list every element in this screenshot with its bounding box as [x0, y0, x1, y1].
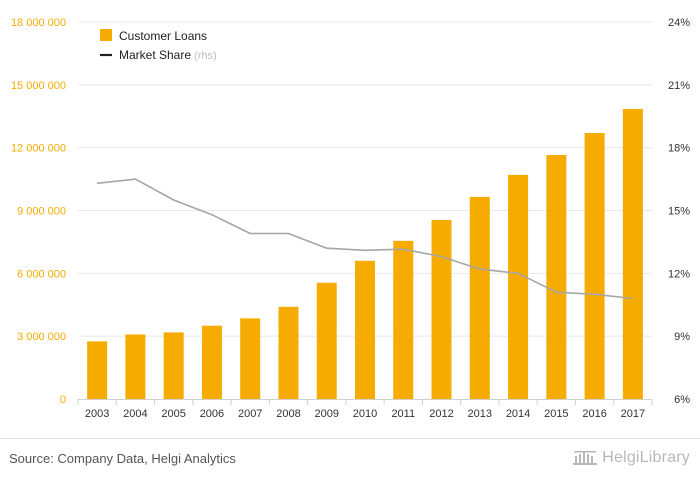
x-tick-label: 2007 [238, 408, 262, 420]
x-tick-label: 2016 [582, 408, 606, 420]
bar-2008[interactable] [278, 306, 299, 399]
x-tick-label: 2008 [276, 408, 300, 420]
bar-2011[interactable] [393, 240, 414, 399]
library-icon [573, 451, 598, 465]
bar-2004[interactable] [125, 334, 146, 399]
left-tick-label: 6 000 000 [17, 268, 66, 280]
right-tick-label: 12% [668, 268, 690, 280]
left-tick-label: 18 000 000 [11, 17, 66, 29]
left-tick-label: 0 [60, 394, 66, 406]
bar-2017[interactable] [622, 108, 643, 400]
line-series [97, 178, 633, 300]
legend-swatch-customer-loans [100, 29, 112, 41]
left-tick-label: 15 000 000 [11, 80, 66, 92]
x-tick-label: 2005 [161, 408, 185, 420]
x-tick-label: 2013 [468, 408, 492, 420]
legend-label-market-share[interactable]: Market Share (rhs) [119, 48, 217, 62]
bar-2010[interactable] [355, 260, 375, 399]
source-note: Source: Company Data, Helgi Analytics [9, 451, 236, 466]
bar-2015[interactable] [546, 154, 567, 399]
x-tick-label: 2017 [621, 408, 645, 420]
legend[interactable]: Customer Loans Market Share (rhs) [100, 29, 217, 62]
bar-2013[interactable] [469, 196, 490, 399]
x-tick-label: 2009 [314, 408, 338, 420]
x-tick-label: 2015 [544, 408, 568, 420]
brand-name: HelgiLibrary [602, 449, 690, 466]
right-axis: 6% 9% 12% 15% 18% 21% 24% [668, 17, 690, 406]
bar-2009[interactable] [316, 282, 337, 399]
right-tick-label: 21% [668, 80, 690, 92]
brand-logo: HelgiLibrary [572, 449, 690, 467]
left-tick-label: 12 000 000 [11, 143, 66, 155]
bar-2005[interactable] [163, 332, 184, 399]
right-tick-label: 9% [674, 331, 690, 343]
left-axis: 0 3 000 000 6 000 000 9 000 000 12 000 000 15… [11, 17, 66, 406]
x-tick-label: 2006 [200, 408, 224, 420]
right-tick-label: 24% [668, 17, 690, 29]
market-share-line[interactable] [97, 178, 633, 300]
bar-series [87, 108, 643, 400]
right-tick-label: 6% [674, 394, 690, 406]
right-tick-label: 15% [668, 206, 690, 218]
x-tick-label: 2012 [429, 408, 453, 420]
left-tick-label: 3 000 000 [17, 331, 66, 343]
bar-2014[interactable] [508, 174, 529, 399]
x-tick-label: 2003 [85, 408, 109, 420]
chart: 0 3 000 000 6 000 000 9 000 000 12 000 000 15… [11, 17, 690, 420]
right-tick-label: 18% [668, 143, 690, 155]
bar-2003[interactable] [87, 341, 108, 399]
x-tick-label: 2014 [506, 408, 530, 420]
bar-2012[interactable] [431, 219, 452, 399]
bar-2016[interactable] [584, 133, 605, 399]
legend-suffix-rhs: (rhs) [191, 50, 217, 62]
bar-2006[interactable] [201, 325, 222, 399]
x-axis: 2003 2004 2005 2006 2007 2008 2009 2010 2011 2012… [77, 399, 653, 420]
x-tick-label: 2004 [123, 408, 147, 420]
bar-2007[interactable] [240, 318, 261, 399]
x-tick-label: 2011 [391, 408, 415, 420]
legend-label-customer-loans[interactable]: Customer Loans [119, 29, 207, 43]
x-tick-label: 2010 [353, 408, 377, 420]
left-tick-label: 9 000 000 [17, 206, 66, 218]
footer-divider [0, 438, 700, 439]
